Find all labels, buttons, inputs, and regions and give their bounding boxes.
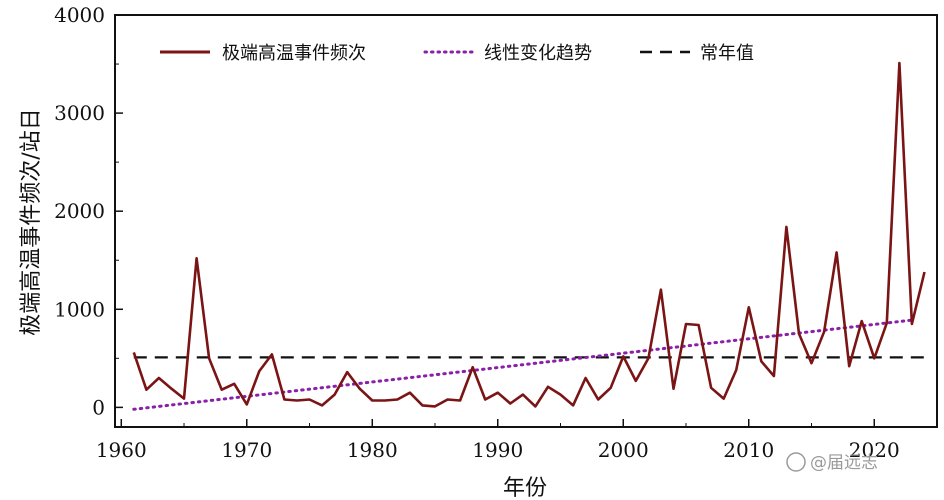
x-tick-label: 1960 xyxy=(96,438,147,462)
y-tick-label: 1000 xyxy=(54,297,105,321)
y-tick-label: 0 xyxy=(92,395,105,419)
series-layer xyxy=(132,61,926,411)
series-line-1 xyxy=(132,318,914,411)
legend-label-trend: 线性变化趋势 xyxy=(484,43,592,64)
x-axis-title: 年份 xyxy=(503,476,547,500)
plot-frame xyxy=(114,14,938,428)
y-axis-title: 极端高温事件频次/站日 xyxy=(19,108,44,335)
legend: 极端高温事件频次 线性变化趋势 常年值 xyxy=(160,43,754,64)
axis-ticks: 1960 1970 1980 1990 2000 2010 2020 0 1000 2000 300… xyxy=(54,3,900,462)
legend-label-frequency: 极端高温事件频次 xyxy=(222,43,366,64)
watermark-logo-icon xyxy=(786,452,806,472)
x-tick-label: 2020 xyxy=(849,438,900,462)
series-line-0 xyxy=(132,61,926,408)
x-tick-label: 1970 xyxy=(221,438,272,462)
watermark: @届远志 xyxy=(786,452,878,473)
x-tick-label: 1990 xyxy=(472,438,523,462)
x-tick-label: 1980 xyxy=(347,438,398,462)
y-tick-label: 2000 xyxy=(54,199,105,223)
y-tick-label: 3000 xyxy=(54,101,105,125)
watermark-text: @届远志 xyxy=(810,453,878,473)
x-tick-label: 2010 xyxy=(723,438,774,462)
legend-label-normal: 常年值 xyxy=(700,43,754,64)
x-tick-label: 2000 xyxy=(598,438,649,462)
y-tick-label: 4000 xyxy=(54,3,105,27)
